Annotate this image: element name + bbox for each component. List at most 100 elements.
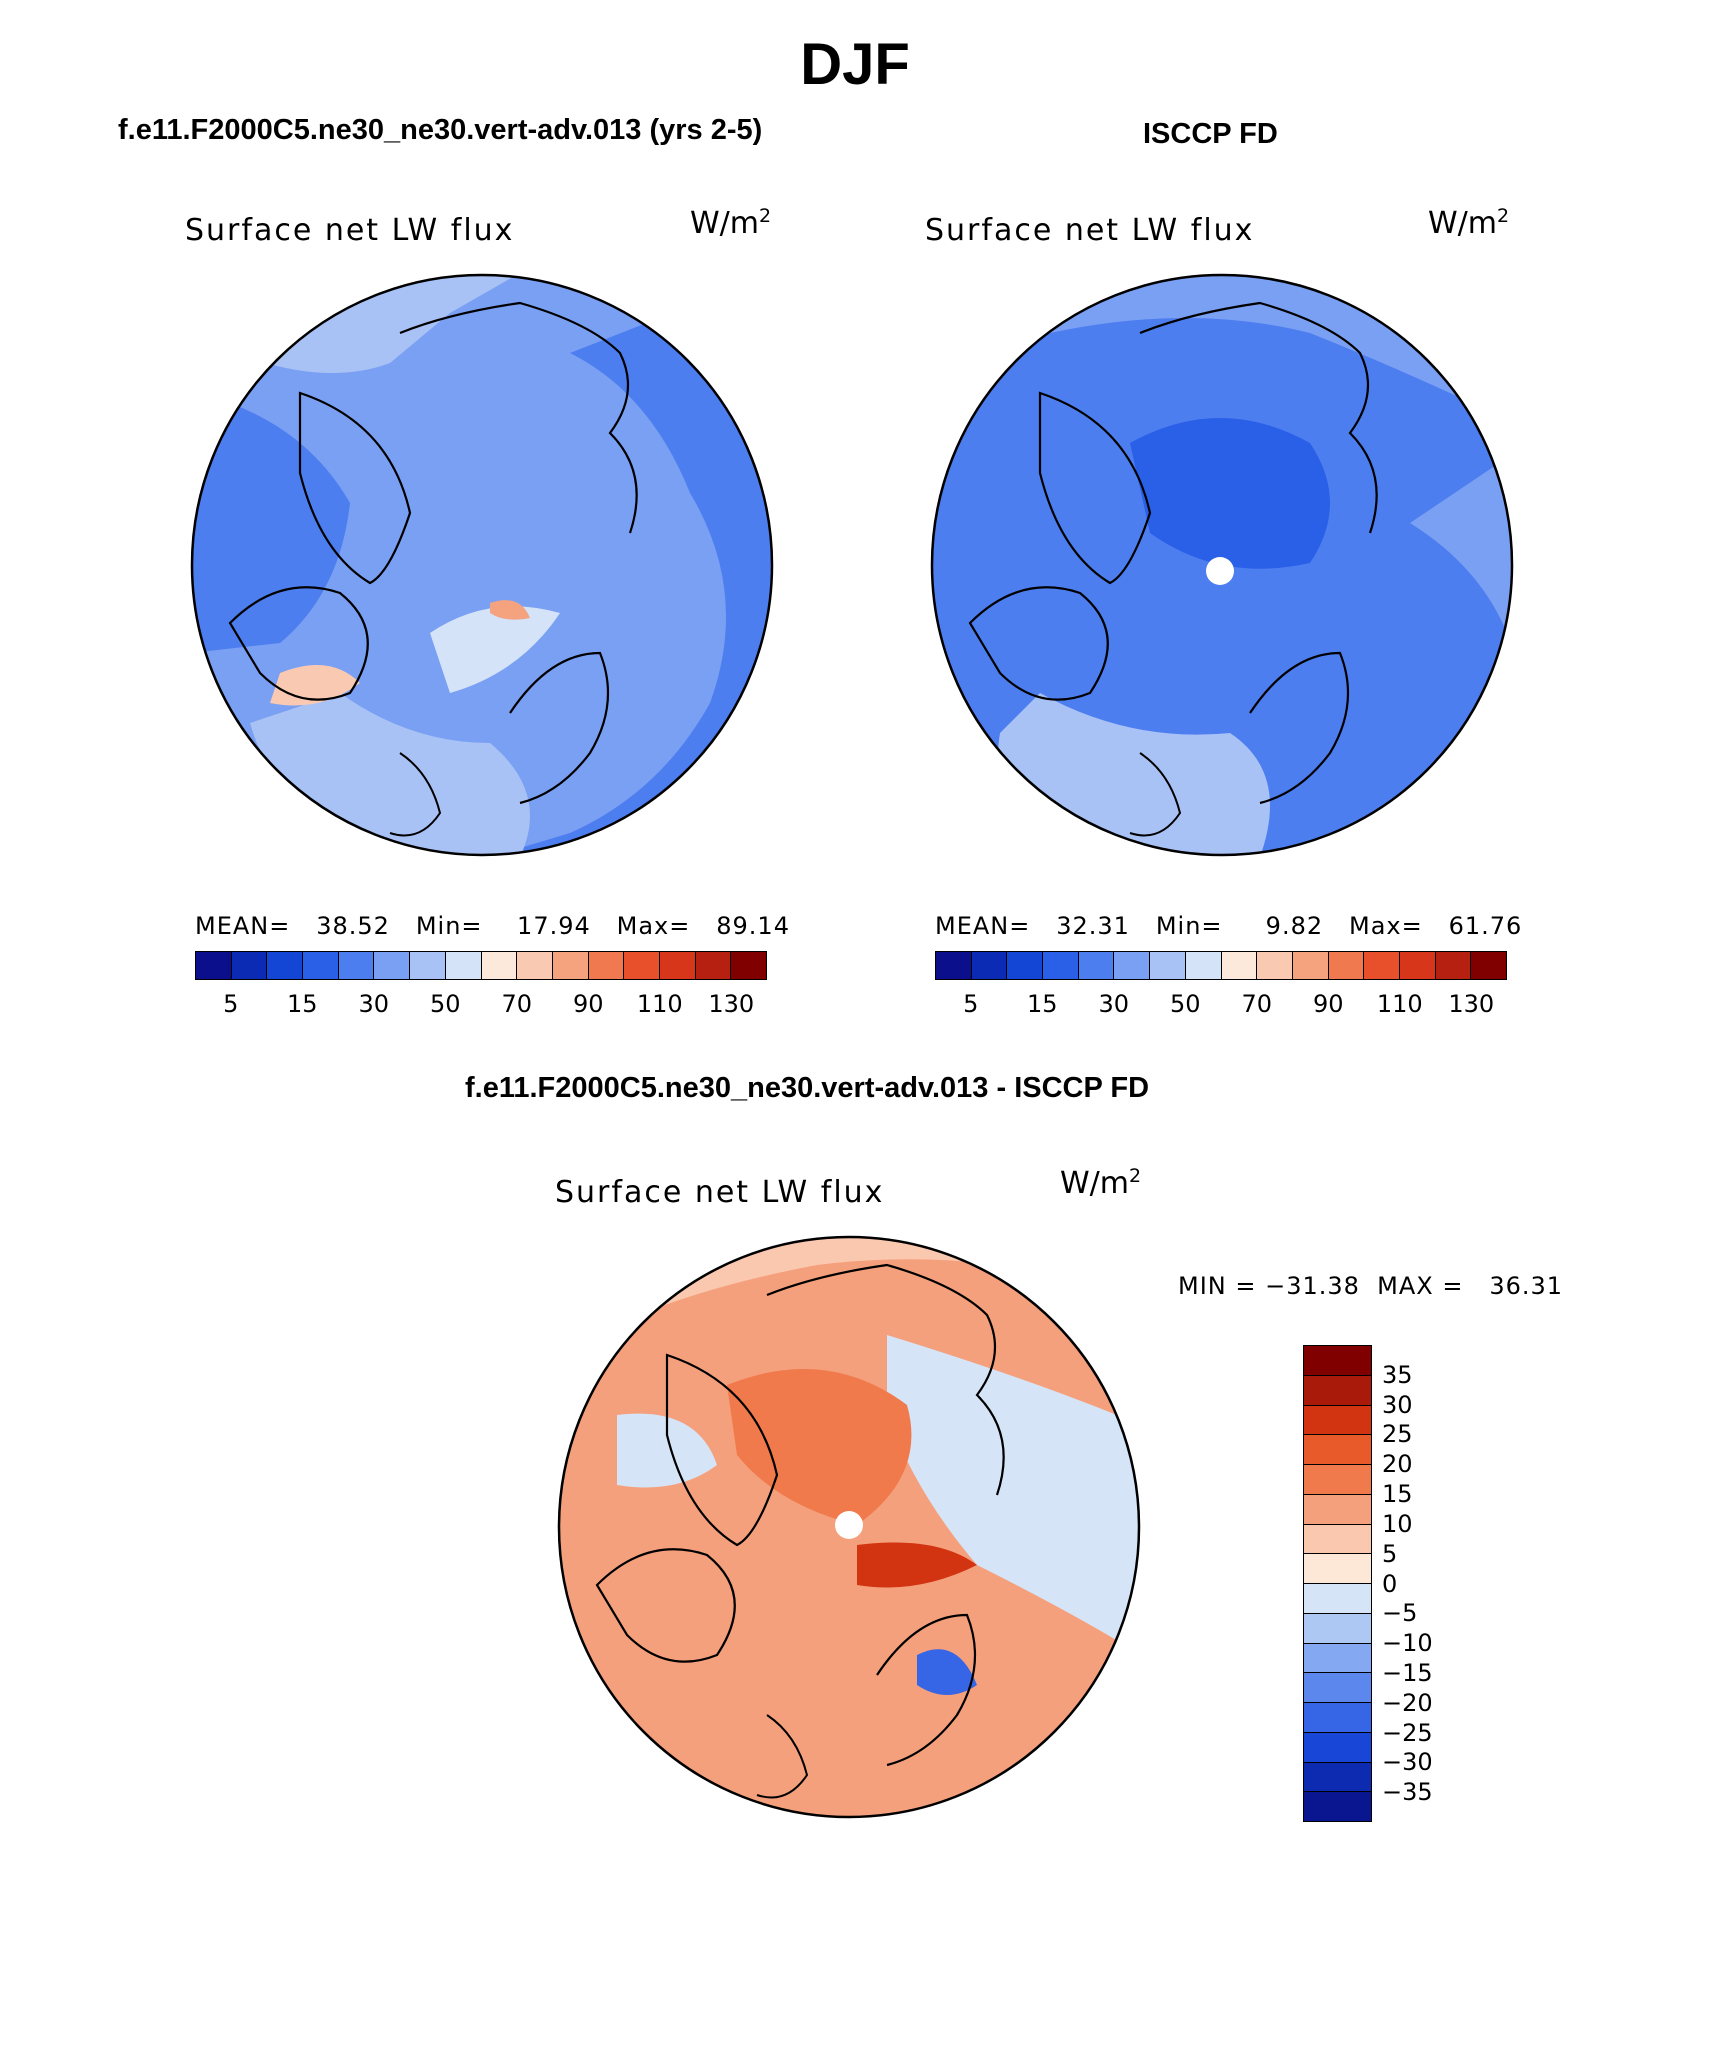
- model-unit: W/m2: [690, 205, 772, 241]
- diff-coast-greenland: [595, 1548, 736, 1663]
- obs-stats: MEAN= 32.31 Min= 9.82 Max= 61.76: [935, 912, 1523, 940]
- obs-field-east: [1410, 453, 1512, 653]
- colorbar-swatch: [659, 952, 696, 979]
- colorbar-tick-label: 110: [1376, 990, 1423, 1018]
- colorbar-swatch: [695, 952, 732, 979]
- diff-colorbar-swatch: [1304, 1346, 1371, 1376]
- diff-colorbar-swatch: [1304, 1375, 1371, 1406]
- colorbar-tick-label: 50: [429, 990, 461, 1018]
- obs-coast-1: [1038, 391, 1152, 585]
- diff-colorbar-tick-label: 10: [1382, 1509, 1413, 1538]
- diff-colorbar-swatch: [1304, 1524, 1371, 1555]
- colorbar-swatch: [1435, 952, 1472, 979]
- colorbar-tick-label: 70: [501, 990, 533, 1018]
- colorbar-swatch: [196, 952, 232, 979]
- diff-field-hot-band: [857, 1542, 977, 1588]
- diff-field-negative-west: [617, 1413, 717, 1488]
- diff-colorbar-swatch: [1304, 1643, 1371, 1674]
- diff-colorbar-swatch: [1304, 1703, 1371, 1733]
- colorbar-swatch: [624, 952, 660, 979]
- colorbar-swatch: [552, 952, 589, 979]
- colorbar-swatch: [1007, 952, 1044, 979]
- diff-colorbar-swatch: [1304, 1732, 1371, 1763]
- diff-colorbar-swatch: [1304, 1435, 1371, 1465]
- obs-coast-2: [1139, 301, 1378, 534]
- obs-map-border: [930, 273, 1514, 857]
- colorbar-swatch: [445, 952, 482, 979]
- colorbar-swatch: [588, 952, 625, 979]
- obs-colorbar: [935, 951, 1507, 980]
- diff-colorbar-swatch: [1304, 1494, 1371, 1525]
- colorbar-swatch: [936, 952, 972, 979]
- colorbar-swatch: [1185, 952, 1222, 979]
- obs-pole-marker: [1206, 557, 1234, 585]
- model-title: f.e11.F2000C5.ne30_ne30.vert-adv.013 (yr…: [118, 114, 763, 146]
- diff-unit: W/m2: [1060, 1165, 1142, 1201]
- obs-colorbar-ticks: 5 15 30 50 70 90 110 130: [935, 990, 1507, 1020]
- diff-colorbar-tick-label: −25: [1382, 1718, 1433, 1747]
- colorbar-tick-label: 30: [358, 990, 390, 1018]
- diff-field-cold-spot: [917, 1649, 977, 1695]
- colorbar-tick-label: 110: [636, 990, 683, 1018]
- diff-colorbar-swatch: [1304, 1584, 1371, 1614]
- obs-unit: W/m2: [1428, 205, 1510, 241]
- colorbar-swatch: [481, 952, 518, 979]
- diff-field-negative-east: [887, 1335, 1139, 1655]
- diff-colorbar: [1303, 1345, 1372, 1822]
- diff-coast-uk: [756, 1714, 809, 1799]
- colorbar-swatch: [1150, 952, 1186, 979]
- colorbar-swatch: [1257, 952, 1293, 979]
- model-colorbar-ticks: 5 15 30 50 70 90 110 130: [195, 990, 767, 1020]
- obs-polar-map: [930, 273, 1514, 857]
- obs-coast-europe: [1249, 651, 1350, 805]
- colorbar-tick-label: 15: [286, 990, 318, 1018]
- diff-colorbar-swatch: [1304, 1792, 1371, 1821]
- diff-colorbar-tick-label: −5: [1382, 1599, 1418, 1628]
- colorbar-tick-label: 130: [1448, 990, 1495, 1018]
- model-coast-1: [298, 391, 412, 585]
- colorbar-swatch: [517, 952, 553, 979]
- model-field-atlantic: [490, 275, 772, 855]
- colorbar-tick-label: 30: [1098, 990, 1130, 1018]
- colorbar-swatch: [338, 952, 375, 979]
- diff-colorbar-swatch: [1304, 1762, 1371, 1793]
- model-stats: MEAN= 38.52 Min= 17.94 Max= 89.14: [195, 912, 790, 940]
- colorbar-tick-label: 130: [708, 990, 755, 1018]
- obs-title: ISCCP FD: [1143, 118, 1278, 150]
- diff-colorbar-tick-label: 35: [1382, 1360, 1413, 1389]
- diff-colorbar-tick-label: −15: [1382, 1658, 1433, 1687]
- diff-coast-europe: [876, 1613, 977, 1767]
- model-map-border: [190, 273, 774, 857]
- diff-coast-2: [766, 1263, 1005, 1496]
- model-coast-greenland: [228, 586, 369, 701]
- colorbar-tick-label: 90: [1312, 990, 1344, 1018]
- diff-colorbar-tick-label: 0: [1382, 1569, 1398, 1598]
- colorbar-tick-label: 70: [1241, 990, 1273, 1018]
- colorbar-swatch: [231, 952, 268, 979]
- colorbar-swatch: [1114, 952, 1151, 979]
- diff-colorbar-tick-label: 30: [1382, 1390, 1413, 1419]
- colorbar-swatch: [1078, 952, 1115, 979]
- colorbar-swatch: [303, 952, 339, 979]
- diff-colorbar-tick-label: 20: [1382, 1450, 1413, 1479]
- model-colorbar: [195, 951, 767, 980]
- diff-title: f.e11.F2000C5.ne30_ne30.vert-adv.013 - I…: [465, 1072, 1150, 1104]
- obs-plot-label: Surface net LW flux: [925, 213, 1255, 248]
- colorbar-tick-label: 15: [1026, 990, 1058, 1018]
- diff-colorbar-tick-label: −30: [1382, 1748, 1433, 1777]
- colorbar-swatch: [410, 952, 446, 979]
- diff-polar-map: [557, 1235, 1141, 1819]
- colorbar-tick-label: 90: [572, 990, 604, 1018]
- diff-colorbar-swatch: [1304, 1673, 1371, 1703]
- colorbar-swatch: [1043, 952, 1079, 979]
- diff-plot-label: Surface net LW flux: [555, 1175, 885, 1210]
- colorbar-swatch: [1221, 952, 1258, 979]
- diff-minmax: MIN = −31.38 MAX = 36.31: [1178, 1272, 1564, 1300]
- model-coast-2: [399, 301, 638, 534]
- colorbar-tick-label: 5: [963, 990, 979, 1018]
- obs-field-arctic: [1130, 418, 1330, 569]
- diff-coast-1: [665, 1353, 779, 1547]
- colorbar-swatch: [1399, 952, 1436, 979]
- diff-pole-marker: [835, 1511, 863, 1539]
- diff-colorbar-tick-label: −20: [1382, 1688, 1433, 1717]
